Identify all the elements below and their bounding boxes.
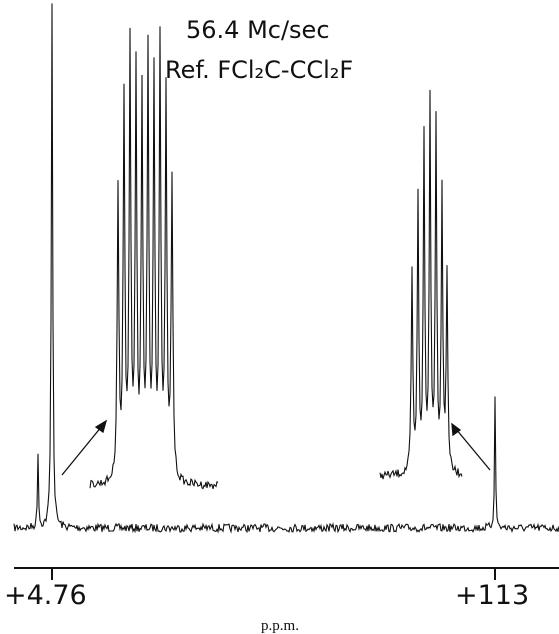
spectrum (13, 3, 559, 534)
axis-tick-label: +4.76 (4, 580, 87, 611)
axis-title: p.p.m. (261, 618, 299, 634)
spectrum-trace (13, 3, 559, 534)
axis-tick-label: +113 (455, 580, 529, 611)
arrows (61, 419, 491, 476)
reference-label: Ref. FCl₂C-CCl₂F (165, 56, 353, 84)
spectrum-trace (379, 89, 463, 480)
spectrum-trace (89, 26, 219, 490)
frequency-label: 56.4 Mc/sec (186, 16, 330, 44)
